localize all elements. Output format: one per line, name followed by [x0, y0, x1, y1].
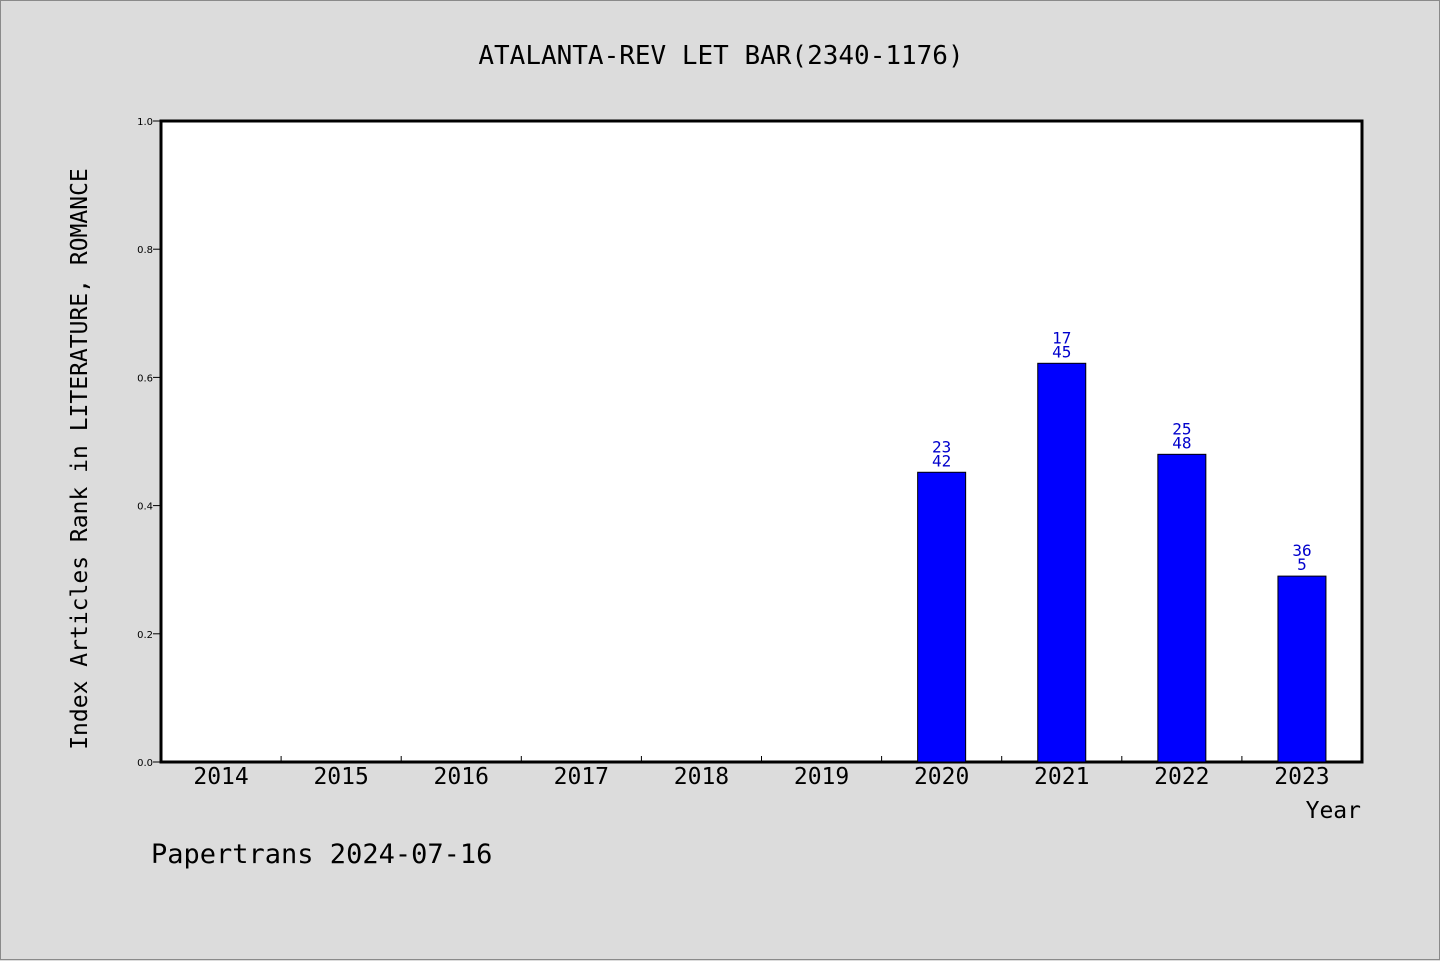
bar-label-bottom: 42	[932, 451, 951, 470]
x-tick-label: 2017	[554, 764, 609, 790]
bar-label-bottom: 45	[1052, 342, 1071, 361]
y-tick-label: 0.4	[137, 502, 153, 513]
x-tick-label: 2019	[794, 764, 849, 790]
y-tick-label: 1.0	[137, 117, 153, 128]
y-axis-label: Index Articles Rank in LITERATURE, ROMAN…	[67, 168, 93, 750]
y-tick-label: 0.2	[137, 630, 153, 641]
bar	[1037, 362, 1087, 763]
y-tick-label: 0.6	[137, 373, 153, 384]
x-tick-label: 2023	[1274, 764, 1329, 790]
x-tick-label: 2018	[674, 764, 729, 790]
bar-label-top: 36	[1292, 541, 1311, 560]
bars	[917, 362, 1327, 763]
x-tick-label: 2022	[1154, 764, 1209, 790]
bar	[1277, 575, 1327, 763]
y-tick-label: 0.8	[137, 245, 153, 256]
x-axis-ticks: 2014 2015 2016 2017 2018 2019 2020 2021 2022 2023	[193, 756, 1330, 790]
bar-label-top: 23	[932, 437, 951, 456]
x-tick-label: 2020	[914, 764, 969, 790]
x-tick-label: 2016	[434, 764, 489, 790]
bar-label-bottom: 48	[1172, 433, 1191, 452]
footer-credit: Papertrans 2024-07-16	[151, 839, 492, 870]
bar-label-bottom: 5	[1297, 555, 1307, 574]
x-tick-label: 2014	[193, 764, 248, 790]
y-tick-label: 0.0	[137, 758, 153, 769]
bar-label-top: 25	[1172, 419, 1191, 438]
bar-label-top: 17	[1052, 328, 1071, 347]
x-tick-label: 2021	[1034, 764, 1089, 790]
chart-title: ATALANTA-REV LET BAR(2340-1176)	[478, 41, 963, 71]
x-tick-label: 2015	[313, 764, 368, 790]
x-axis-label: Year	[1306, 798, 1361, 824]
bar	[917, 471, 967, 763]
y-axis-ticks: 0.0 0.2 0.4 0.6 0.8 1.0	[137, 117, 161, 769]
bar	[1157, 453, 1207, 763]
